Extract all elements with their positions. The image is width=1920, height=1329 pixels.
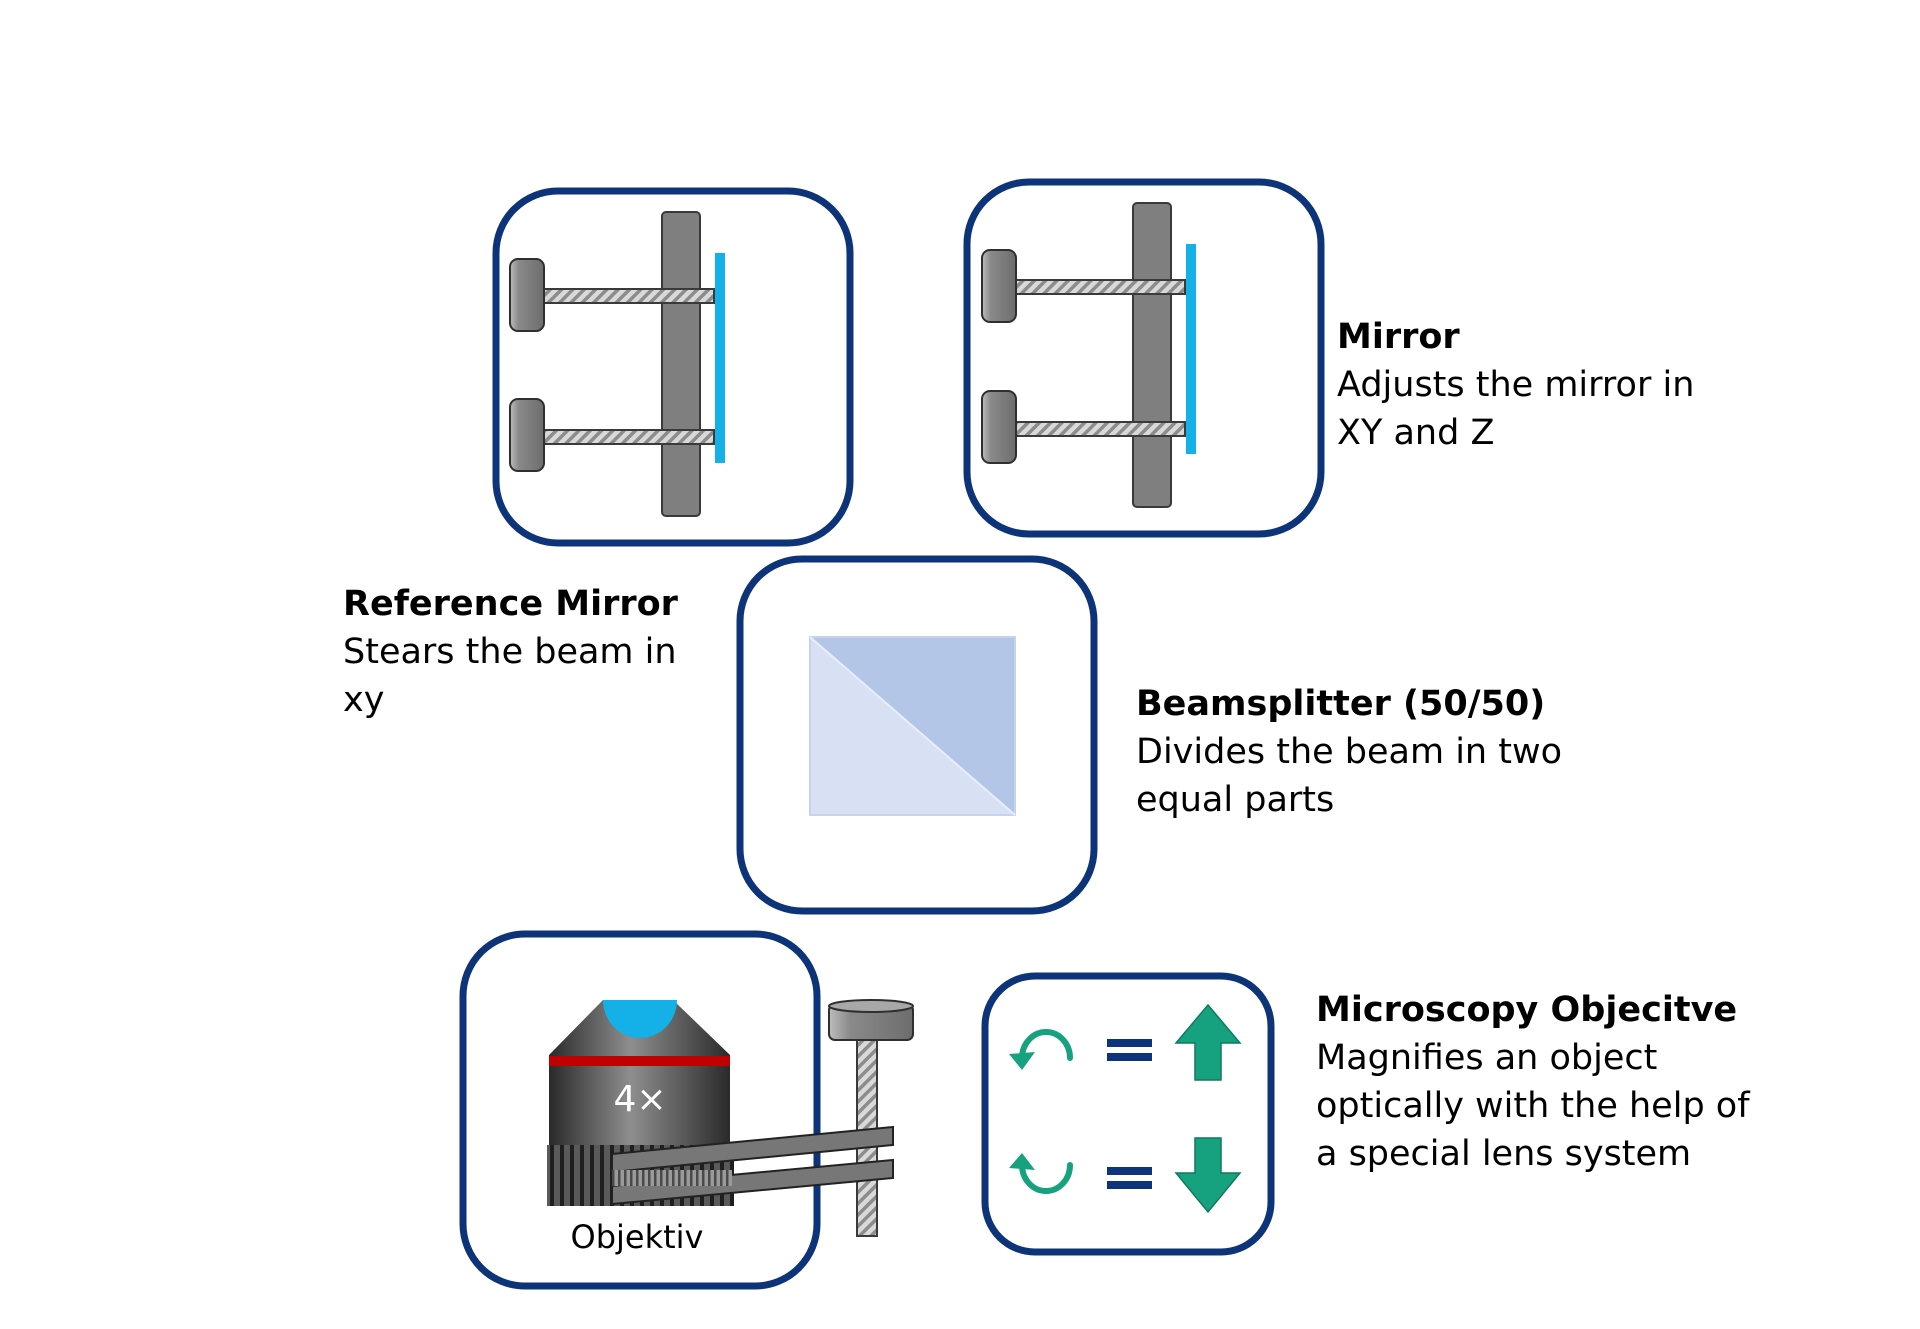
reference-mirror-description: Stears the beam in xy bbox=[343, 632, 677, 720]
objective-magnification-label: 4× bbox=[613, 1079, 666, 1120]
counter-clockwise-arrowhead bbox=[1009, 1052, 1035, 1070]
objective-description: Magnifies an object optically with the h… bbox=[1316, 1038, 1750, 1174]
reference-mirror-screw-top bbox=[537, 288, 715, 304]
beamsplitter-description: Divides the beam in two equal parts bbox=[1136, 732, 1562, 820]
beamsplitter-caption: Beamsplitter (50/50) Divides the beam in… bbox=[1136, 680, 1562, 824]
mirror-screw-bottom bbox=[1009, 421, 1186, 437]
objective-name-label: Objektiv bbox=[571, 1218, 704, 1256]
arrow-up-icon bbox=[1174, 1003, 1242, 1081]
clockwise-arrowhead bbox=[1009, 1153, 1035, 1170]
reference-mirror-caption: Reference Mirror Stears the beam in xy bbox=[343, 580, 678, 724]
arrow-down-icon bbox=[1174, 1137, 1242, 1214]
reference-mirror-screw-bottom bbox=[537, 429, 715, 445]
mirror-screw-top bbox=[1009, 279, 1186, 295]
mirror-title: Mirror bbox=[1337, 317, 1460, 357]
rotation-legend-frame bbox=[981, 972, 1275, 1256]
reference-mirror-box bbox=[492, 187, 854, 547]
mirror-box bbox=[963, 178, 1325, 538]
reference-mirror-title: Reference Mirror bbox=[343, 584, 678, 624]
rotation-legend-box bbox=[981, 972, 1275, 1256]
objective-knob-top-face bbox=[828, 999, 914, 1013]
reference-mirror-glass bbox=[715, 253, 725, 463]
clockwise-arrow-icon bbox=[1019, 1162, 1073, 1194]
mirror-caption: Mirror Adjusts the mirror in XY and Z bbox=[1337, 313, 1694, 457]
objective-body bbox=[549, 1066, 730, 1148]
objective-front-lens bbox=[603, 1000, 677, 1038]
objective-red-band bbox=[549, 1056, 730, 1066]
beamsplitter-box bbox=[736, 555, 1098, 915]
mirror-description: Adjusts the mirror in XY and Z bbox=[1337, 365, 1695, 453]
objective-arm-bottom bbox=[611, 1158, 894, 1206]
reference-mirror-knob-top bbox=[509, 258, 545, 332]
objective-arm-knurl bbox=[612, 1170, 732, 1186]
mirror-knob-top bbox=[981, 249, 1017, 323]
beamsplitter-title: Beamsplitter (50/50) bbox=[1136, 684, 1546, 724]
objective-arm-top bbox=[611, 1125, 894, 1174]
equals-icon-lower bbox=[1107, 1053, 1152, 1061]
beamsplitter-cube-outline bbox=[809, 636, 1016, 816]
reference-mirror-knob-bottom bbox=[509, 398, 545, 472]
equals-icon-row2 bbox=[1107, 1167, 1152, 1175]
objective-title: Microscopy Objecitve bbox=[1316, 990, 1738, 1030]
reference-mirror-mount-plate bbox=[661, 211, 701, 517]
counter-clockwise-arrow-icon bbox=[1019, 1029, 1073, 1061]
beamsplitter-diagonal bbox=[809, 636, 1016, 816]
mirror-mount-plate bbox=[1132, 202, 1172, 508]
objective-caption: Microscopy Objecitve Magnifies an object… bbox=[1316, 986, 1750, 1178]
equals-icon bbox=[1107, 1039, 1152, 1047]
equals-icon-row2-lower bbox=[1107, 1181, 1152, 1189]
mirror-glass bbox=[1186, 244, 1196, 454]
objective-box: 4× Objektiv bbox=[459, 930, 914, 1290]
mirror-knob-bottom bbox=[981, 390, 1017, 464]
